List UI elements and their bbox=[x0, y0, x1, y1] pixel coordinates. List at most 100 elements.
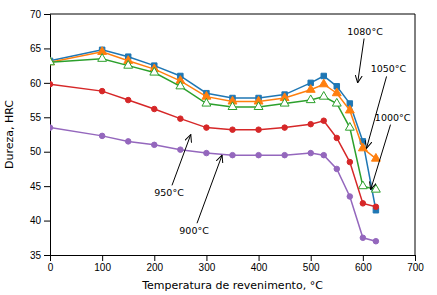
frame bbox=[50, 14, 415, 15]
tick: 70 bbox=[30, 9, 50, 20]
tick: 50 bbox=[30, 146, 50, 157]
series-line bbox=[50, 50, 376, 210]
tick-label: 100 bbox=[94, 262, 111, 273]
point bbox=[178, 147, 184, 153]
point bbox=[373, 238, 379, 244]
point bbox=[345, 122, 354, 130]
point bbox=[204, 150, 210, 156]
series-markers bbox=[50, 54, 380, 193]
point bbox=[334, 135, 340, 141]
tick-mark bbox=[44, 255, 50, 256]
tick-label: 0 bbox=[48, 262, 54, 273]
point bbox=[204, 125, 210, 131]
point bbox=[99, 88, 105, 94]
series-markers bbox=[50, 81, 379, 209]
tick-mark bbox=[44, 186, 50, 187]
point bbox=[280, 98, 289, 106]
tick-label: 300 bbox=[199, 262, 216, 273]
point bbox=[321, 118, 327, 124]
point bbox=[282, 125, 288, 131]
tick-label: 45 bbox=[30, 181, 42, 192]
tick-mark bbox=[44, 14, 50, 15]
point bbox=[332, 88, 341, 96]
tick: 200 bbox=[146, 255, 163, 273]
point bbox=[256, 127, 262, 133]
tick-mark bbox=[44, 152, 50, 153]
tick-mark bbox=[363, 255, 364, 261]
point bbox=[178, 116, 184, 122]
annotation-text: 950°C bbox=[154, 187, 184, 198]
series-line bbox=[50, 128, 376, 242]
point bbox=[202, 98, 211, 106]
annotation-arrow bbox=[197, 155, 222, 223]
annotation-text: 1000°C bbox=[375, 112, 411, 123]
tick-mark bbox=[44, 48, 50, 49]
tick: 45 bbox=[30, 181, 50, 192]
tick-mark bbox=[44, 221, 50, 222]
point bbox=[371, 153, 380, 161]
tick: 0 bbox=[48, 255, 54, 273]
point bbox=[50, 81, 53, 87]
point bbox=[99, 133, 105, 139]
x-axis: 0 100 200 300 400 500 600 700 bbox=[48, 255, 425, 273]
tick: 400 bbox=[251, 255, 268, 273]
point bbox=[125, 97, 131, 103]
tick-label: 200 bbox=[146, 262, 163, 273]
annotation-arrow bbox=[172, 135, 191, 186]
plot: 0 100 200 300 400 500 600 700 35 40 45 50 55 60 65 70 10… bbox=[30, 9, 424, 273]
tick: 700 bbox=[407, 255, 424, 273]
point bbox=[308, 121, 314, 127]
point bbox=[371, 184, 380, 192]
point bbox=[306, 95, 315, 103]
y-axis: 35 40 45 50 55 60 65 70 bbox=[30, 9, 51, 261]
tick-label: 700 bbox=[407, 262, 424, 273]
tick: 40 bbox=[30, 215, 50, 226]
tick-label: 65 bbox=[30, 43, 42, 54]
tick-label: 500 bbox=[303, 262, 320, 273]
tick-mark bbox=[311, 255, 312, 261]
point bbox=[50, 57, 54, 65]
point bbox=[360, 201, 366, 207]
point bbox=[152, 106, 158, 112]
tick-mark bbox=[154, 255, 155, 261]
point bbox=[282, 152, 288, 158]
point bbox=[332, 98, 341, 106]
point bbox=[345, 105, 354, 113]
series-line bbox=[50, 84, 376, 207]
tick: 600 bbox=[355, 255, 372, 273]
point bbox=[230, 152, 236, 158]
tick-label: 55 bbox=[30, 112, 42, 123]
point bbox=[319, 92, 328, 100]
point bbox=[358, 181, 367, 189]
annotation-text: 900°C bbox=[179, 225, 209, 236]
tick: 100 bbox=[94, 255, 111, 273]
annotation-arrow bbox=[371, 125, 391, 190]
tick-label: 70 bbox=[30, 9, 42, 20]
tick-mark bbox=[44, 83, 50, 84]
tick-mark bbox=[415, 255, 416, 261]
tick: 55 bbox=[30, 112, 50, 123]
point bbox=[124, 61, 133, 69]
y-axis-title: Dureza, HRC bbox=[3, 100, 16, 169]
tick-label: 60 bbox=[30, 78, 42, 89]
tick-label: 40 bbox=[30, 215, 42, 226]
point bbox=[347, 159, 353, 165]
point bbox=[334, 166, 340, 172]
tick: 35 bbox=[30, 250, 50, 261]
tick: 300 bbox=[199, 255, 216, 273]
x-axis-title: Temperatura de revenimento, °C bbox=[141, 279, 323, 292]
point bbox=[254, 102, 263, 110]
annotations: 1080°C1050°C1000°C950°C900°C bbox=[154, 26, 410, 237]
point bbox=[176, 81, 185, 89]
annotation-text: 1080°C bbox=[347, 26, 383, 37]
point bbox=[152, 142, 158, 148]
series-markers bbox=[50, 125, 379, 244]
point bbox=[360, 235, 366, 241]
frame bbox=[415, 14, 416, 255]
tick-mark bbox=[259, 255, 260, 261]
tick-label: 400 bbox=[251, 262, 268, 273]
point bbox=[256, 152, 262, 158]
point bbox=[230, 127, 236, 133]
tick-mark bbox=[206, 255, 207, 261]
point bbox=[306, 85, 315, 93]
